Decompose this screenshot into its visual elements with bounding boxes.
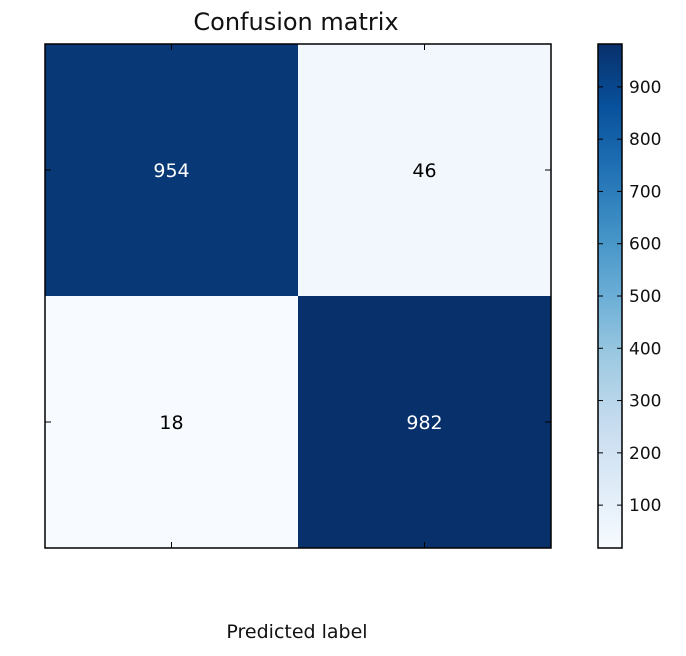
matrix-cell-value: 18: [159, 412, 183, 434]
colorbar-tick-label: 700: [629, 182, 661, 202]
matrix-cells: [45, 44, 551, 548]
matrix-cell: [45, 296, 298, 548]
matrix-cell: [298, 296, 551, 548]
colorbar-tick-label: 600: [629, 235, 661, 255]
colorbar-tick-label: 200: [629, 444, 661, 464]
colorbar-tick-label: 300: [629, 392, 661, 412]
matrix-cell: [298, 44, 551, 296]
matrix-cell-value: 46: [412, 160, 436, 182]
chart-title: Confusion matrix: [193, 8, 398, 36]
x-axis-label: Predicted label: [226, 621, 367, 643]
matrix-cell-value: 982: [406, 412, 442, 434]
colorbar-tick-label: 400: [629, 339, 661, 359]
colorbar-tick-label: 500: [629, 287, 661, 307]
colorbar-tick-label: 800: [629, 130, 661, 150]
matrix-cell-labels: 954 46 18 982: [153, 160, 442, 434]
axis-ticks: [45, 44, 551, 548]
plot-frame: [44, 43, 552, 549]
colorbar-ticks: 100 200 300 400 500 600 700 800 900: [598, 78, 661, 516]
matrix-cell-value: 954: [153, 160, 189, 182]
colorbar-tick-label: 900: [629, 78, 661, 98]
colorbar-tick-label: 100: [629, 496, 661, 516]
matrix-cell: [45, 44, 298, 296]
